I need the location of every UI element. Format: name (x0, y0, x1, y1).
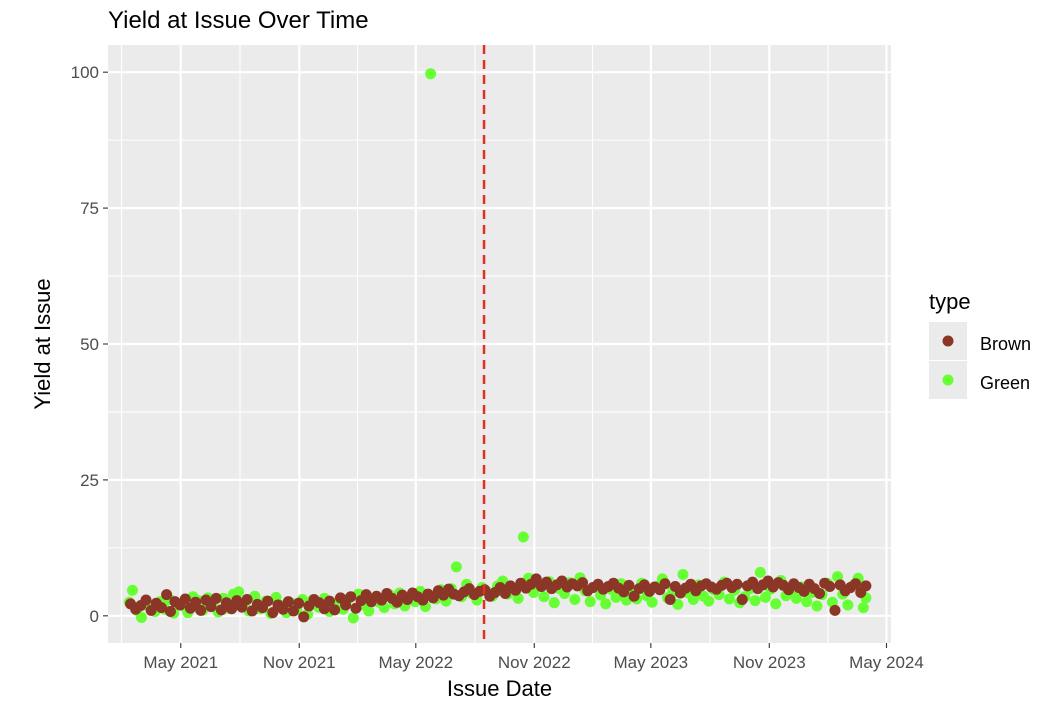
point-brown (664, 594, 676, 606)
point-brown (226, 603, 238, 615)
y-tick-label: 0 (90, 607, 99, 626)
x-tick-label: May 2022 (378, 653, 453, 672)
point-green (135, 611, 147, 623)
point-brown (850, 578, 862, 590)
point-green (450, 561, 462, 573)
point-green (569, 594, 581, 606)
grid-major (108, 45, 891, 643)
y-tick-label: 25 (80, 471, 99, 490)
point-brown (262, 595, 274, 607)
point-brown (293, 597, 305, 609)
point-brown (659, 578, 671, 590)
point-green (646, 596, 658, 608)
point-green (126, 584, 138, 596)
point-green (703, 595, 715, 607)
point-brown (164, 605, 176, 617)
y-tick-label: 50 (80, 335, 99, 354)
x-tick-label: Nov 2023 (733, 653, 806, 672)
point-brown (860, 580, 872, 592)
point-green (584, 596, 596, 608)
point-brown (829, 604, 841, 616)
point-brown (577, 577, 589, 589)
legend-label-green: Green (980, 373, 1030, 393)
point-green (842, 599, 854, 611)
x-tick-label: May 2024 (849, 653, 924, 672)
point-brown (161, 589, 173, 601)
point-green (538, 591, 550, 603)
point-green (363, 605, 375, 617)
point-brown (298, 611, 310, 623)
point-green (811, 600, 823, 612)
point-brown (205, 601, 217, 613)
point-green (857, 602, 869, 614)
point-green (687, 594, 699, 606)
point-brown (814, 588, 826, 600)
x-tick-label: Nov 2021 (263, 653, 336, 672)
x-tick-label: May 2023 (613, 653, 688, 672)
y-tick-label: 100 (71, 63, 99, 82)
point-green (425, 68, 437, 80)
x-axis: May 2021 Nov 2021 May 2022 Nov 2022 May 2023… (143, 643, 924, 672)
legend-title: type (929, 289, 971, 314)
point-brown (282, 596, 294, 608)
point-brown (140, 594, 152, 606)
y-axis-label: Yield at Issue (30, 278, 55, 409)
point-brown (623, 579, 635, 591)
x-axis-label: Issue Date (447, 676, 552, 701)
point-brown (241, 594, 253, 606)
point-green (759, 591, 771, 603)
point-green (754, 566, 766, 578)
point-brown (155, 602, 167, 614)
data-points (123, 68, 872, 624)
legend-label-brown: Brown (980, 334, 1031, 354)
point-green (801, 596, 813, 608)
point-green (723, 593, 735, 605)
point-green (548, 597, 560, 609)
point-green (233, 586, 245, 598)
x-tick-label: Nov 2022 (498, 653, 571, 672)
point-brown (345, 591, 357, 603)
point-brown (736, 594, 748, 606)
point-brown (329, 604, 341, 616)
point-green (347, 612, 359, 624)
y-tick-label: 75 (80, 199, 99, 218)
point-green (517, 531, 529, 543)
point-green (600, 598, 612, 610)
point-green (677, 569, 689, 580)
point-green (749, 595, 761, 607)
point-brown (731, 578, 743, 590)
point-green (790, 592, 802, 604)
point-brown (190, 596, 202, 608)
point-brown (324, 595, 336, 607)
point-brown (210, 592, 222, 604)
point-green (610, 591, 622, 603)
y-axis: 0 25 50 75 100 (71, 63, 108, 626)
point-brown (824, 580, 836, 592)
point-brown (179, 593, 191, 605)
point-brown (340, 599, 352, 611)
point-green (770, 598, 782, 610)
legend-dot-brown (942, 335, 954, 347)
legend: type Brown Green (929, 289, 1031, 399)
x-tick-label: May 2021 (143, 653, 218, 672)
chart-title: Yield at Issue Over Time (108, 7, 369, 34)
plot-panel (108, 45, 891, 643)
point-brown (195, 604, 207, 616)
legend-dot-green (942, 374, 954, 386)
